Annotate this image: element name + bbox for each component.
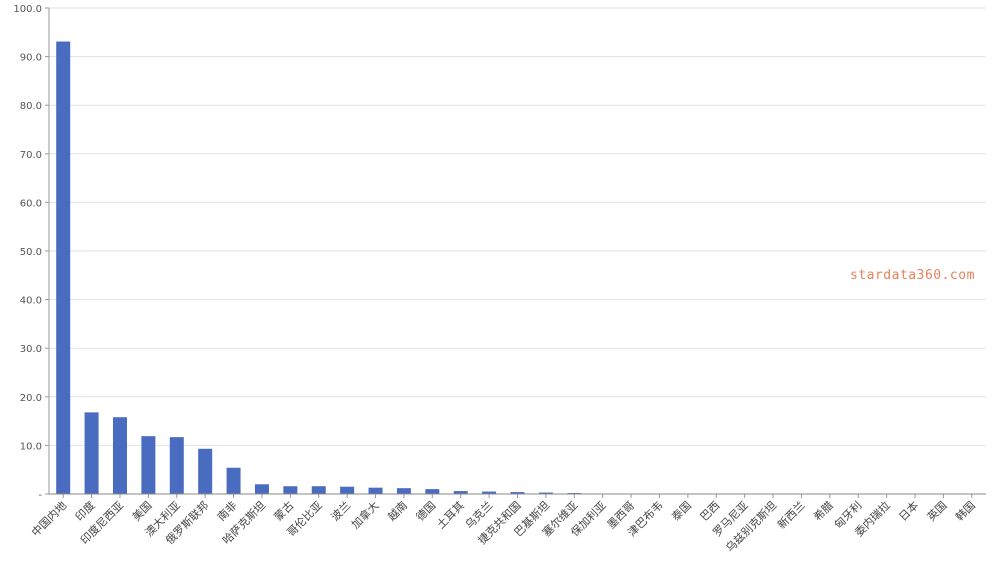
x-tick-label: 德国 xyxy=(413,498,438,523)
y-tick-label: 40.0 xyxy=(20,296,42,307)
bar xyxy=(112,417,127,494)
y-tick-label: 60.0 xyxy=(20,198,42,209)
y-tick-label: 10.0 xyxy=(20,441,42,452)
x-tick-label: 中国内地 xyxy=(28,498,69,539)
y-tick-label: 30.0 xyxy=(20,344,42,355)
x-tick-label: 韩国 xyxy=(952,498,977,523)
x-tick-label: 土耳其 xyxy=(434,499,467,532)
bar xyxy=(56,41,71,495)
x-tick-label: 波兰 xyxy=(329,499,354,524)
bar xyxy=(226,467,241,494)
bar xyxy=(482,491,497,494)
y-tick-label: 50.0 xyxy=(20,247,42,258)
bar xyxy=(169,437,184,494)
y-tick-label: 100.0 xyxy=(13,4,42,15)
bar xyxy=(425,489,440,494)
bar xyxy=(283,486,298,494)
x-tick-label: 泰国 xyxy=(669,498,694,523)
bar xyxy=(396,488,411,494)
bar xyxy=(510,492,525,494)
bar xyxy=(368,487,383,494)
x-tick-label: 南非 xyxy=(215,499,240,524)
x-tick-label: 新西兰 xyxy=(774,498,807,531)
x-tick-label: 希腊 xyxy=(810,498,835,523)
bar xyxy=(254,484,269,494)
x-tick-label: 美国 xyxy=(130,499,155,524)
x-tick-label: 日本 xyxy=(896,498,921,523)
bar xyxy=(538,492,553,494)
bar xyxy=(84,412,99,494)
x-tick-label: 加拿大 xyxy=(348,498,381,531)
bar xyxy=(311,486,326,494)
x-tick-label: 越南 xyxy=(385,498,410,523)
x-tick-label: 英国 xyxy=(924,498,949,523)
y-tick-label: 90.0 xyxy=(20,53,42,64)
x-tick-label: 巴西 xyxy=(698,499,723,524)
x-tick-label: 蒙古 xyxy=(272,499,297,524)
bar xyxy=(198,448,213,494)
y-tick-label: 20.0 xyxy=(20,393,42,404)
y-tick-label: 80.0 xyxy=(20,101,42,112)
bar xyxy=(453,491,468,494)
y-tick-label: 70.0 xyxy=(20,150,42,161)
y-tick-label: - xyxy=(38,490,42,501)
watermark: stardata360.com xyxy=(850,268,975,283)
bar xyxy=(340,486,355,494)
x-tick-label: 印度 xyxy=(72,498,97,523)
bar xyxy=(141,436,156,494)
